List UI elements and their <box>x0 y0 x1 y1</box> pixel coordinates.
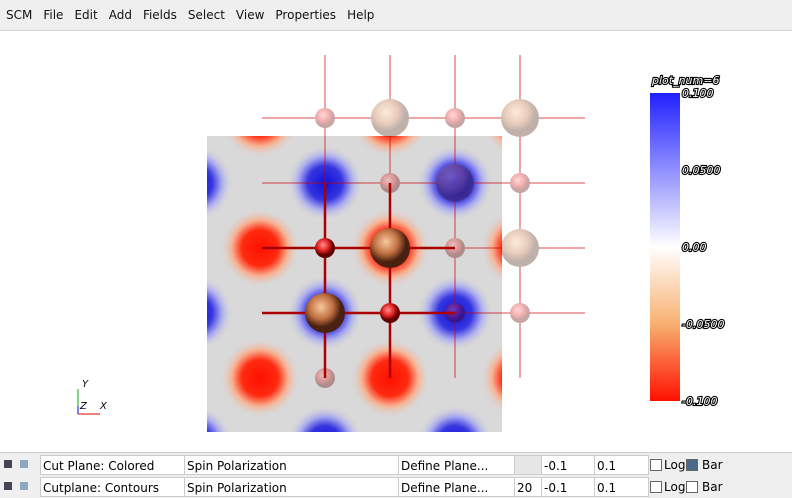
atom <box>445 108 465 128</box>
red-lobe <box>224 136 296 158</box>
blue-lobe <box>207 406 232 432</box>
red-lobe <box>484 136 502 154</box>
axis-label: Y <box>82 379 89 390</box>
table-row: Cut Plane: Colored Spin Polarization Defin… <box>0 454 792 476</box>
bar-label: Bar <box>702 458 723 472</box>
log-checkbox[interactable] <box>650 481 662 493</box>
menu-bar: SCM File Edit Add Fields Select View Properties… <box>0 0 792 31</box>
colorbar-label: 0.0500 <box>682 164 721 177</box>
colorbar-label: 0.100 <box>682 87 714 100</box>
plane-button[interactable]: Define Plane... <box>398 477 515 497</box>
red-lobe <box>354 136 426 158</box>
menu-item[interactable]: Fields <box>142 8 177 22</box>
table-row: Cutplane: Contours Spin Polarization Defin… <box>0 476 792 498</box>
axis-label: Z <box>79 401 88 412</box>
log-label: Log <box>664 480 686 494</box>
name-cell: Cutplane: Contours <box>40 477 185 497</box>
menu-item[interactable]: Edit <box>74 8 98 22</box>
atom <box>510 173 530 193</box>
red-lobe <box>480 342 502 414</box>
count-cell[interactable] <box>514 455 542 475</box>
colorbar-title: plot_num=6 <box>651 74 719 87</box>
atom <box>315 238 335 258</box>
colorbar-label: -0.100 <box>682 395 717 408</box>
menu-item[interactable]: Add <box>108 8 132 22</box>
blue-lobe <box>288 405 362 432</box>
min-cell[interactable]: -0.1 <box>541 455 595 475</box>
atom <box>380 303 400 323</box>
axis-label: X <box>99 401 108 412</box>
count-cell[interactable]: 20 <box>514 477 542 497</box>
log-checkbox[interactable] <box>650 459 662 471</box>
red-lobe <box>220 338 300 418</box>
menu-item[interactable]: View <box>235 8 265 22</box>
max-cell[interactable]: 0.1 <box>594 455 649 475</box>
colorbar-label: -0.0500 <box>682 318 724 331</box>
row-icon <box>20 482 28 490</box>
atom <box>501 229 539 267</box>
menu-item[interactable]: File <box>43 8 64 22</box>
row-icon <box>4 460 12 468</box>
menu-item[interactable]: Select <box>187 8 225 22</box>
red-lobe <box>220 208 300 288</box>
field-table: Cut Plane: Colored Spin Polarization Defin… <box>0 452 792 498</box>
bar-label: Bar <box>702 480 723 494</box>
row-icon <box>20 460 28 468</box>
colorbar-label: 0.00 <box>682 241 707 254</box>
axis-triad: Y Z X <box>77 379 108 415</box>
blue-lobe <box>418 405 492 432</box>
menu-item[interactable]: SCM <box>6 8 33 22</box>
bar-checkbox[interactable] <box>686 481 698 493</box>
atom <box>370 228 410 268</box>
viewport: plot_num=6 0.1000.05000.00-0.0500-0.100 … <box>77 55 726 432</box>
blue-lobe <box>207 276 233 350</box>
menu-item[interactable]: Help <box>347 8 375 22</box>
atom <box>436 164 474 202</box>
atom <box>371 99 409 137</box>
plane-button[interactable]: Define Plane... <box>398 455 515 475</box>
atom <box>305 293 345 333</box>
red-lobe <box>480 212 502 284</box>
atom <box>510 303 530 323</box>
field-cell[interactable]: Spin Polarization <box>184 455 399 475</box>
blue-lobe <box>207 146 233 220</box>
bar-checkbox[interactable] <box>686 459 698 471</box>
name-cell: Cut Plane: Colored <box>40 455 185 475</box>
field-cell[interactable]: Spin Polarization <box>184 477 399 497</box>
color-bar <box>650 93 680 401</box>
row-icon <box>4 482 12 490</box>
atom <box>315 108 335 128</box>
atom <box>501 99 539 137</box>
menu-item[interactable]: Properties <box>275 8 337 22</box>
min-cell[interactable]: -0.1 <box>541 477 595 497</box>
max-cell[interactable]: 0.1 <box>594 477 649 497</box>
log-label: Log <box>664 458 686 472</box>
